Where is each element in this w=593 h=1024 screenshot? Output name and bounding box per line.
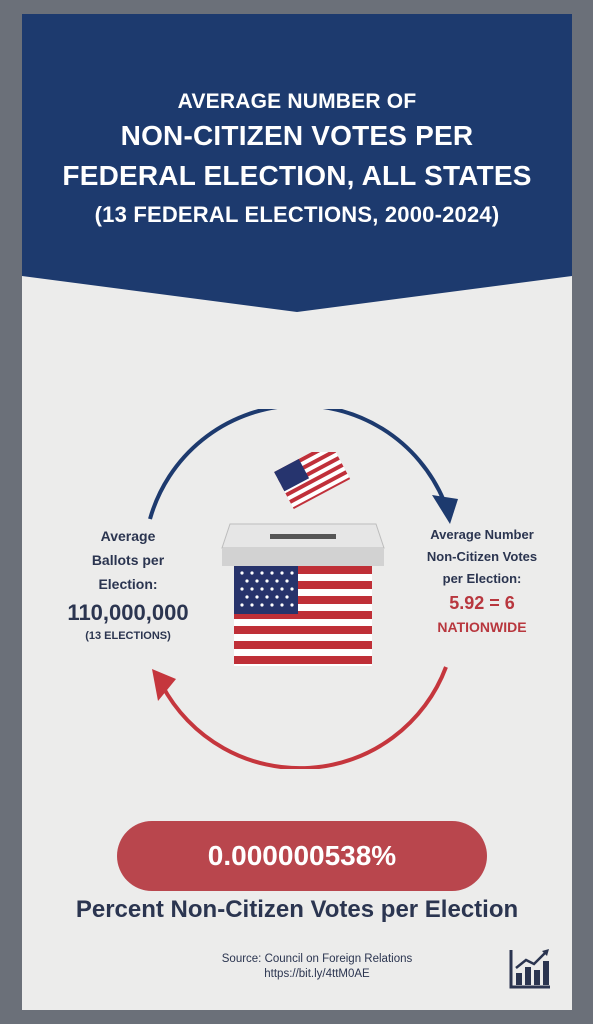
title-line-1: AVERAGE NUMBER OF bbox=[177, 90, 417, 113]
votes-label-line-3: per Election: bbox=[442, 571, 522, 586]
ballots-label-line-3: Election: bbox=[98, 576, 158, 592]
percent-caption: Percent Non-Citizen Votes per Election bbox=[75, 896, 519, 923]
ballots-label-line-2: Ballots per bbox=[91, 552, 165, 568]
ballot-flag bbox=[274, 452, 351, 510]
votes-label-line-1: Average Number bbox=[430, 527, 534, 542]
header-title: AVERAGE NUMBER OF NON-CITIZEN VOTES PER … bbox=[22, 88, 572, 232]
title-subtitle: (13 FEDERAL ELECTIONS, 2000-2024) bbox=[94, 202, 500, 227]
noncitizen-votes-block: Average Number Non-Citizen Votes per Ele… bbox=[417, 524, 547, 638]
percent-pill: 0.000000538% bbox=[117, 821, 487, 891]
title-line-2: NON-CITIZEN VOTES PER bbox=[120, 120, 474, 151]
infographic-card: AVERAGE NUMBER OF NON-CITIZEN VOTES PER … bbox=[22, 14, 572, 1010]
ballots-value: 110,000,000 bbox=[67, 600, 189, 625]
title-line-3: FEDERAL ELECTION, ALL STATES bbox=[62, 160, 532, 191]
average-ballots-block: Average Ballots per Election: 110,000,00… bbox=[52, 524, 204, 644]
votes-label-line-2: Non-Citizen Votes bbox=[426, 549, 538, 564]
votes-qualifier: NATIONWIDE bbox=[437, 619, 527, 635]
source-link[interactable]: https://bit.ly/4ttM0AE bbox=[264, 968, 370, 980]
ballots-note: (13 ELECTIONS) bbox=[85, 630, 171, 642]
votes-value: 5.92 = 6 bbox=[449, 593, 515, 613]
cycle-arrows-icon bbox=[148, 409, 458, 769]
ballot-box-flag-icon bbox=[221, 452, 385, 666]
source-line: Source: Council on Foreign Relations bbox=[221, 953, 413, 965]
source-citation: Source: Council on Foreign Relations htt… bbox=[22, 952, 572, 982]
bar-chart-trend-icon bbox=[509, 949, 550, 989]
header-banner bbox=[22, 14, 572, 312]
ballots-label-line-1: Average bbox=[100, 528, 156, 544]
